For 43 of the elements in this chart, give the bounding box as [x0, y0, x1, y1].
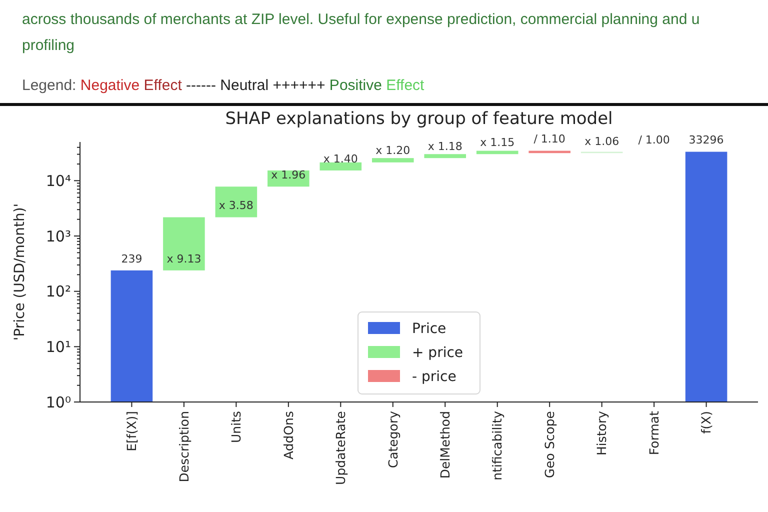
x-tick-label: Format	[646, 410, 662, 456]
bar	[424, 154, 466, 158]
y-tick-label: 10²	[46, 282, 71, 301]
x-tick-label: Units	[228, 411, 244, 443]
x-tick-label: Category	[385, 410, 400, 468]
annotation: x 1.40	[323, 152, 358, 166]
annotation: / 1.10	[534, 132, 566, 146]
legend-label: - price	[412, 368, 456, 385]
x-tick-label: ntificability	[490, 410, 505, 480]
y-tick-label: 10⁴	[46, 172, 71, 190]
text: Legend: Negative Effect ------ Neutral ++++++ Positive Effect	[22, 77, 426, 94]
x-tick-label: E[f(X)]	[124, 411, 140, 452]
annotation: / 1.00	[638, 134, 670, 147]
annotation: x 1.18	[428, 140, 462, 153]
y-tick-label: 10⁰	[46, 393, 71, 412]
bar	[372, 158, 414, 162]
annotation: x 1.20	[376, 144, 410, 158]
annotation: x 3.58	[218, 199, 254, 212]
bar	[320, 162, 362, 170]
annotation: x 1.06	[584, 134, 620, 148]
bar	[685, 152, 728, 402]
data-label: 239	[121, 252, 142, 266]
x-tick-label: AddOns	[280, 411, 296, 460]
chart-title: SHAP explanations by group of feature model	[225, 109, 613, 129]
x-tick-label: f(X)	[698, 411, 714, 434]
x-tick-label: Geo Scope	[542, 410, 557, 478]
bar	[110, 270, 153, 402]
x-tick-label: UpdateRate	[333, 410, 348, 485]
x-tick-label: History	[594, 410, 610, 456]
y-tick-label: 10³	[46, 227, 71, 246]
legend-label: Price	[412, 320, 446, 337]
annotation: x 1.96	[271, 168, 306, 182]
annotation: x 1.15	[480, 136, 515, 149]
legend-label: + price	[412, 344, 464, 361]
text: across thousands of merchants at ZIP level. Useful for expense prediction, commercial planning and u profiling	[22, 11, 700, 54]
x-tick-label: DelMethod	[437, 411, 452, 479]
bar	[163, 217, 205, 270]
data-label: 33296	[688, 134, 724, 147]
annotation: x 9.13	[166, 252, 202, 266]
bar	[215, 186, 258, 218]
x-tick-label: Description	[176, 411, 192, 482]
y-tick-label: 10¹	[46, 338, 71, 356]
y-axis-title: 'Price (USD/month)'	[12, 203, 28, 341]
